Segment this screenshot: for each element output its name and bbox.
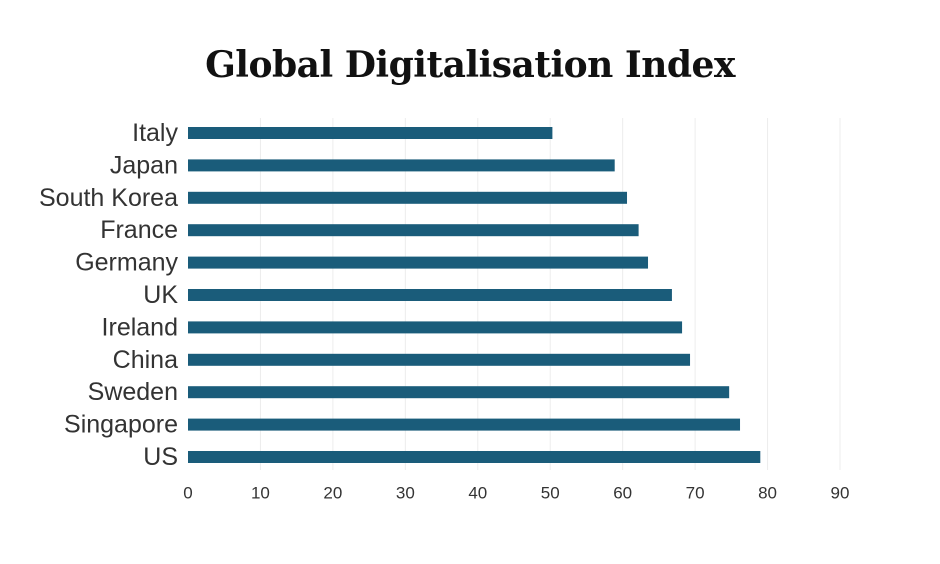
chart-title: Global Digitalisation Index <box>205 44 735 86</box>
bar <box>188 386 730 399</box>
x-tick-label: 70 <box>686 484 705 503</box>
bar <box>188 159 615 172</box>
bar <box>188 418 741 431</box>
bar <box>188 321 683 334</box>
category-label: Japan <box>110 151 178 179</box>
bar <box>188 224 639 237</box>
x-tick-label: 20 <box>323 484 342 503</box>
category-label: US <box>143 443 178 471</box>
category-label: Germany <box>75 249 178 277</box>
category-label: France <box>100 216 178 244</box>
x-tick-label: 80 <box>758 484 777 503</box>
bar <box>188 353 691 366</box>
bar <box>188 451 761 463</box>
category-label: Sweden <box>88 378 178 406</box>
bar <box>188 256 649 269</box>
category-label: Italy <box>132 119 178 147</box>
category-label: Ireland <box>102 313 178 341</box>
category-label: China <box>113 346 178 374</box>
category-label: Singapore <box>64 411 178 439</box>
x-tick-label: 40 <box>468 484 487 503</box>
x-tick-label: 30 <box>396 484 415 503</box>
x-tick-label: 50 <box>541 484 560 503</box>
x-tick-label: 90 <box>831 484 850 503</box>
x-tick-label: 10 <box>251 484 270 503</box>
bar <box>188 191 628 204</box>
bar <box>188 289 672 301</box>
category-label: UK <box>143 281 178 309</box>
category-label: South Korea <box>39 184 178 212</box>
x-tick-label: 0 <box>183 484 192 503</box>
x-tick-label: 60 <box>613 484 632 503</box>
bar <box>188 127 553 139</box>
